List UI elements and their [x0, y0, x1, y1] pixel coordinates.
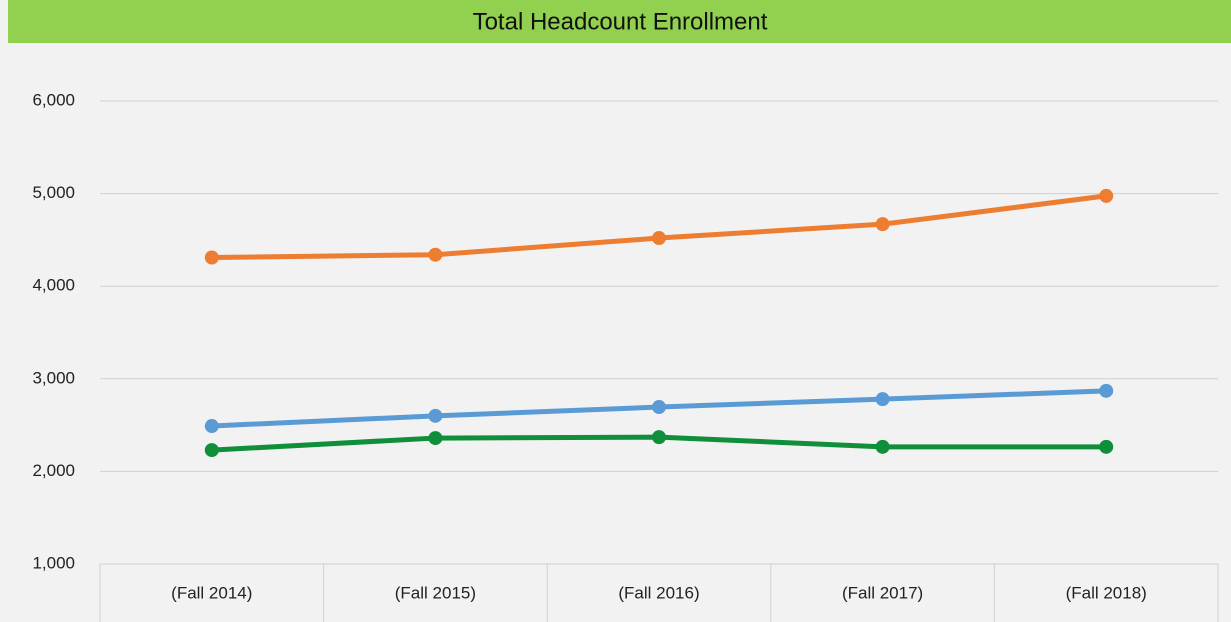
- title-bar: [8, 0, 1231, 43]
- series-marker: [875, 217, 890, 232]
- series-marker: [428, 431, 443, 446]
- series-marker: [652, 231, 666, 246]
- y-tick-label: 5,000: [32, 183, 75, 202]
- series-marker: [1099, 188, 1114, 203]
- series-marker: [652, 400, 666, 415]
- series-marker: [875, 392, 890, 407]
- chart-title: Total Headcount Enrollment: [473, 8, 768, 35]
- y-tick-label: 6,000: [32, 90, 75, 109]
- x-tick-label: (Fall 2017): [842, 583, 923, 602]
- y-tick-label: 1,000: [32, 553, 75, 572]
- y-tick-label: 2,000: [32, 461, 75, 480]
- series-marker: [875, 439, 890, 454]
- x-tick-label: (Fall 2015): [395, 583, 476, 602]
- series-marker: [204, 443, 219, 458]
- x-tick-label: (Fall 2014): [171, 583, 252, 602]
- x-tick-label: (Fall 2016): [618, 583, 699, 602]
- series-marker: [204, 250, 219, 265]
- series-marker: [428, 247, 443, 262]
- series-marker: [652, 430, 666, 445]
- y-tick-label: 4,000: [32, 276, 75, 295]
- series-marker: [204, 419, 219, 434]
- x-tick-label: (Fall 2018): [1066, 583, 1147, 602]
- series-marker: [1099, 439, 1114, 454]
- series-marker: [428, 408, 443, 423]
- series-marker: [1099, 383, 1114, 398]
- y-tick-label: 3,000: [32, 368, 75, 387]
